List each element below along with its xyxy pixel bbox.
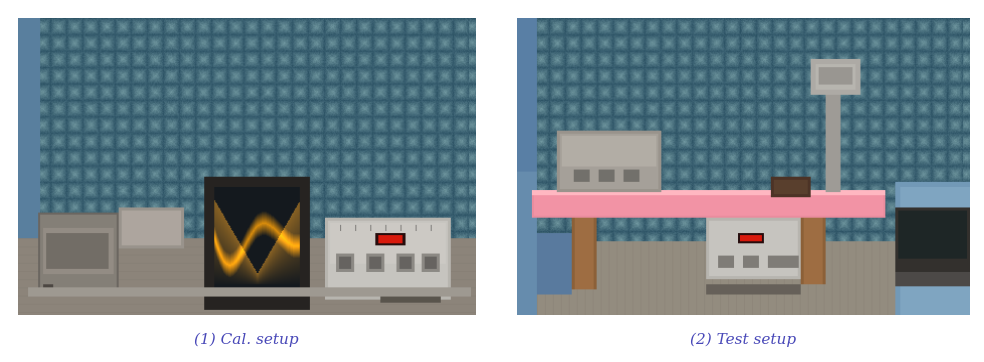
Text: (1) Cal. setup: (1) Cal. setup bbox=[194, 333, 298, 348]
Text: (2) Test setup: (2) Test setup bbox=[690, 333, 796, 348]
